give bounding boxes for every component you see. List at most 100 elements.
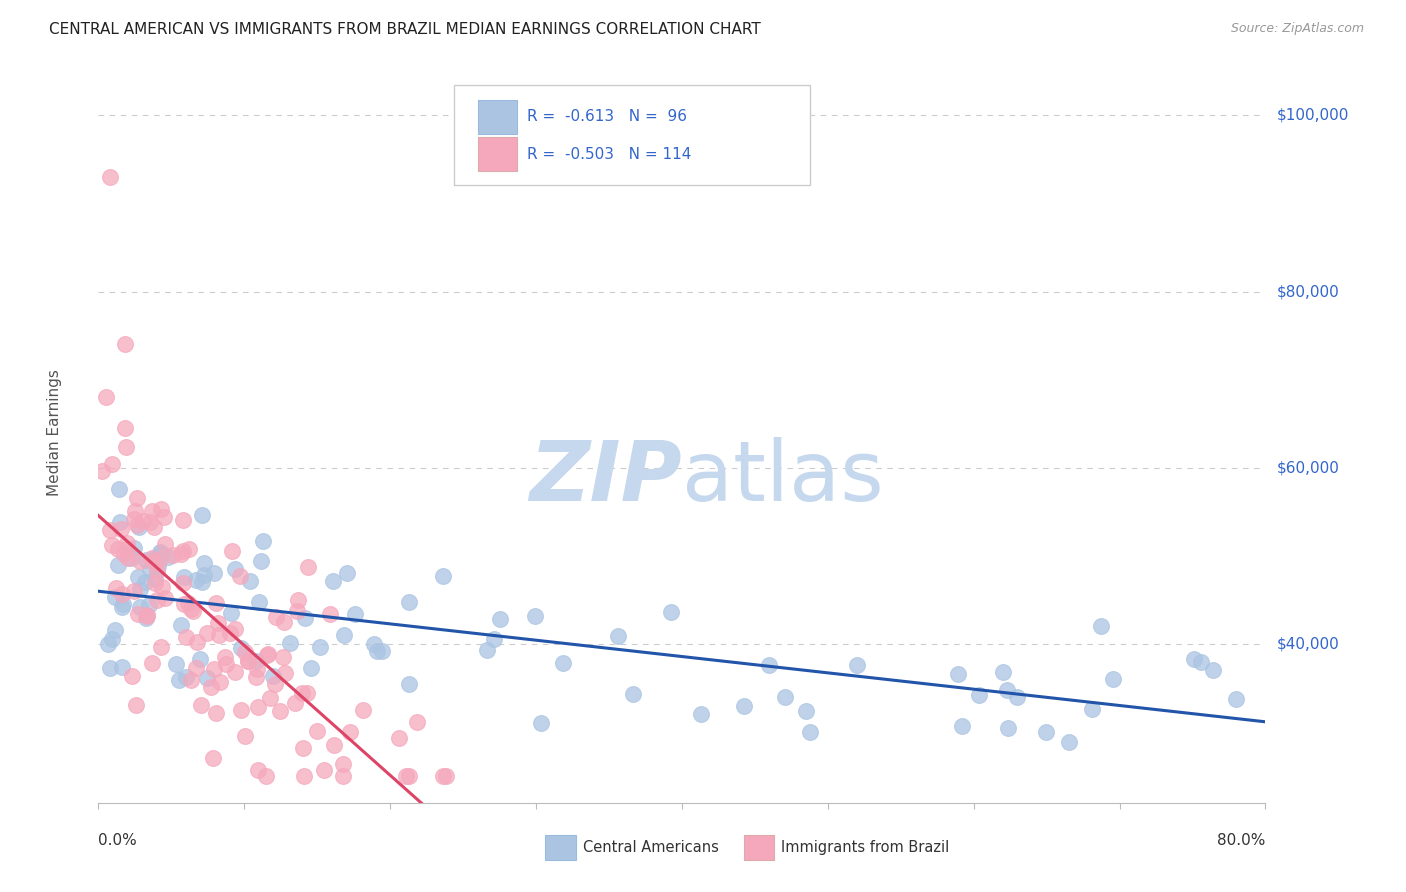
Point bbox=[221, 544, 243, 558]
Text: R =  -0.503   N = 114: R = -0.503 N = 114 bbox=[527, 147, 692, 162]
Point bbox=[366, 644, 388, 658]
Point bbox=[148, 558, 170, 573]
Point bbox=[236, 654, 259, 668]
Point bbox=[250, 554, 273, 568]
Point bbox=[127, 607, 149, 621]
Point bbox=[129, 553, 152, 567]
Point bbox=[246, 700, 269, 714]
Point bbox=[208, 674, 231, 689]
Point bbox=[322, 738, 344, 752]
Point bbox=[179, 541, 201, 556]
Point bbox=[257, 647, 280, 661]
Point bbox=[332, 756, 354, 771]
Point bbox=[799, 725, 821, 739]
Point bbox=[111, 659, 134, 673]
Point bbox=[104, 590, 127, 604]
Point bbox=[153, 537, 176, 551]
Point bbox=[128, 520, 150, 534]
Point bbox=[135, 608, 157, 623]
Point bbox=[202, 662, 225, 676]
Point bbox=[294, 611, 316, 625]
Point bbox=[247, 595, 270, 609]
Point bbox=[233, 645, 256, 659]
Point bbox=[108, 516, 131, 530]
Point bbox=[305, 724, 328, 739]
Point bbox=[139, 562, 162, 576]
Point bbox=[997, 722, 1019, 736]
Point bbox=[1057, 734, 1080, 748]
Point bbox=[172, 513, 194, 527]
Point bbox=[94, 390, 117, 404]
Point bbox=[274, 665, 297, 680]
Point bbox=[482, 632, 505, 647]
Point bbox=[343, 607, 366, 621]
Point bbox=[264, 609, 287, 624]
Point bbox=[551, 656, 574, 670]
Point bbox=[690, 706, 713, 721]
Point bbox=[104, 581, 127, 595]
Text: Source: ZipAtlas.com: Source: ZipAtlas.com bbox=[1230, 22, 1364, 36]
Text: CENTRAL AMERICAN VS IMMIGRANTS FROM BRAZIL MEDIAN EARNINGS CORRELATION CHART: CENTRAL AMERICAN VS IMMIGRANTS FROM BRAZ… bbox=[49, 22, 761, 37]
Point bbox=[950, 719, 973, 733]
Point bbox=[295, 686, 318, 700]
Point bbox=[101, 538, 124, 552]
Point bbox=[352, 703, 374, 717]
Text: Median Earnings: Median Earnings bbox=[46, 369, 62, 496]
Point bbox=[150, 580, 173, 594]
Point bbox=[285, 603, 308, 617]
Point bbox=[186, 635, 208, 649]
Point bbox=[167, 673, 190, 687]
Point bbox=[224, 622, 246, 636]
Point bbox=[135, 611, 157, 625]
Point bbox=[143, 576, 166, 591]
Point bbox=[201, 750, 224, 764]
Point bbox=[136, 608, 159, 623]
Point bbox=[135, 553, 157, 567]
Point bbox=[239, 574, 262, 589]
Point bbox=[111, 600, 134, 615]
Point bbox=[659, 605, 682, 619]
Point bbox=[174, 630, 197, 644]
Point bbox=[229, 641, 252, 656]
Point bbox=[149, 552, 172, 566]
Text: atlas: atlas bbox=[682, 436, 883, 517]
Point bbox=[1101, 672, 1123, 686]
Point bbox=[398, 594, 420, 608]
Point bbox=[245, 654, 267, 668]
Point bbox=[193, 568, 215, 582]
FancyBboxPatch shape bbox=[478, 137, 517, 171]
Point bbox=[124, 503, 146, 517]
Point bbox=[233, 729, 256, 743]
Point bbox=[1202, 664, 1225, 678]
Point bbox=[332, 769, 354, 783]
Point bbox=[170, 547, 193, 561]
Point bbox=[794, 704, 817, 718]
Point bbox=[273, 615, 295, 630]
Text: $60,000: $60,000 bbox=[1277, 460, 1340, 475]
Point bbox=[98, 169, 121, 184]
Point bbox=[141, 656, 163, 670]
Point bbox=[259, 691, 281, 706]
Point bbox=[336, 566, 359, 580]
Point bbox=[153, 591, 176, 605]
Point bbox=[125, 491, 148, 505]
Point bbox=[91, 464, 114, 478]
Point bbox=[173, 570, 195, 584]
Point bbox=[252, 533, 274, 548]
Point bbox=[278, 636, 301, 650]
Point bbox=[108, 483, 131, 497]
Point bbox=[190, 698, 212, 712]
Point bbox=[117, 536, 139, 550]
Point bbox=[149, 545, 172, 559]
Point bbox=[219, 625, 242, 640]
Point bbox=[188, 651, 211, 665]
Point bbox=[97, 637, 120, 651]
Point bbox=[332, 628, 354, 642]
Point bbox=[224, 562, 246, 576]
Point bbox=[530, 715, 553, 730]
Point bbox=[607, 629, 630, 643]
Point bbox=[98, 523, 121, 537]
Text: ZIP: ZIP bbox=[529, 436, 682, 517]
Text: R =  -0.613   N =  96: R = -0.613 N = 96 bbox=[527, 109, 686, 124]
Point bbox=[122, 541, 145, 556]
